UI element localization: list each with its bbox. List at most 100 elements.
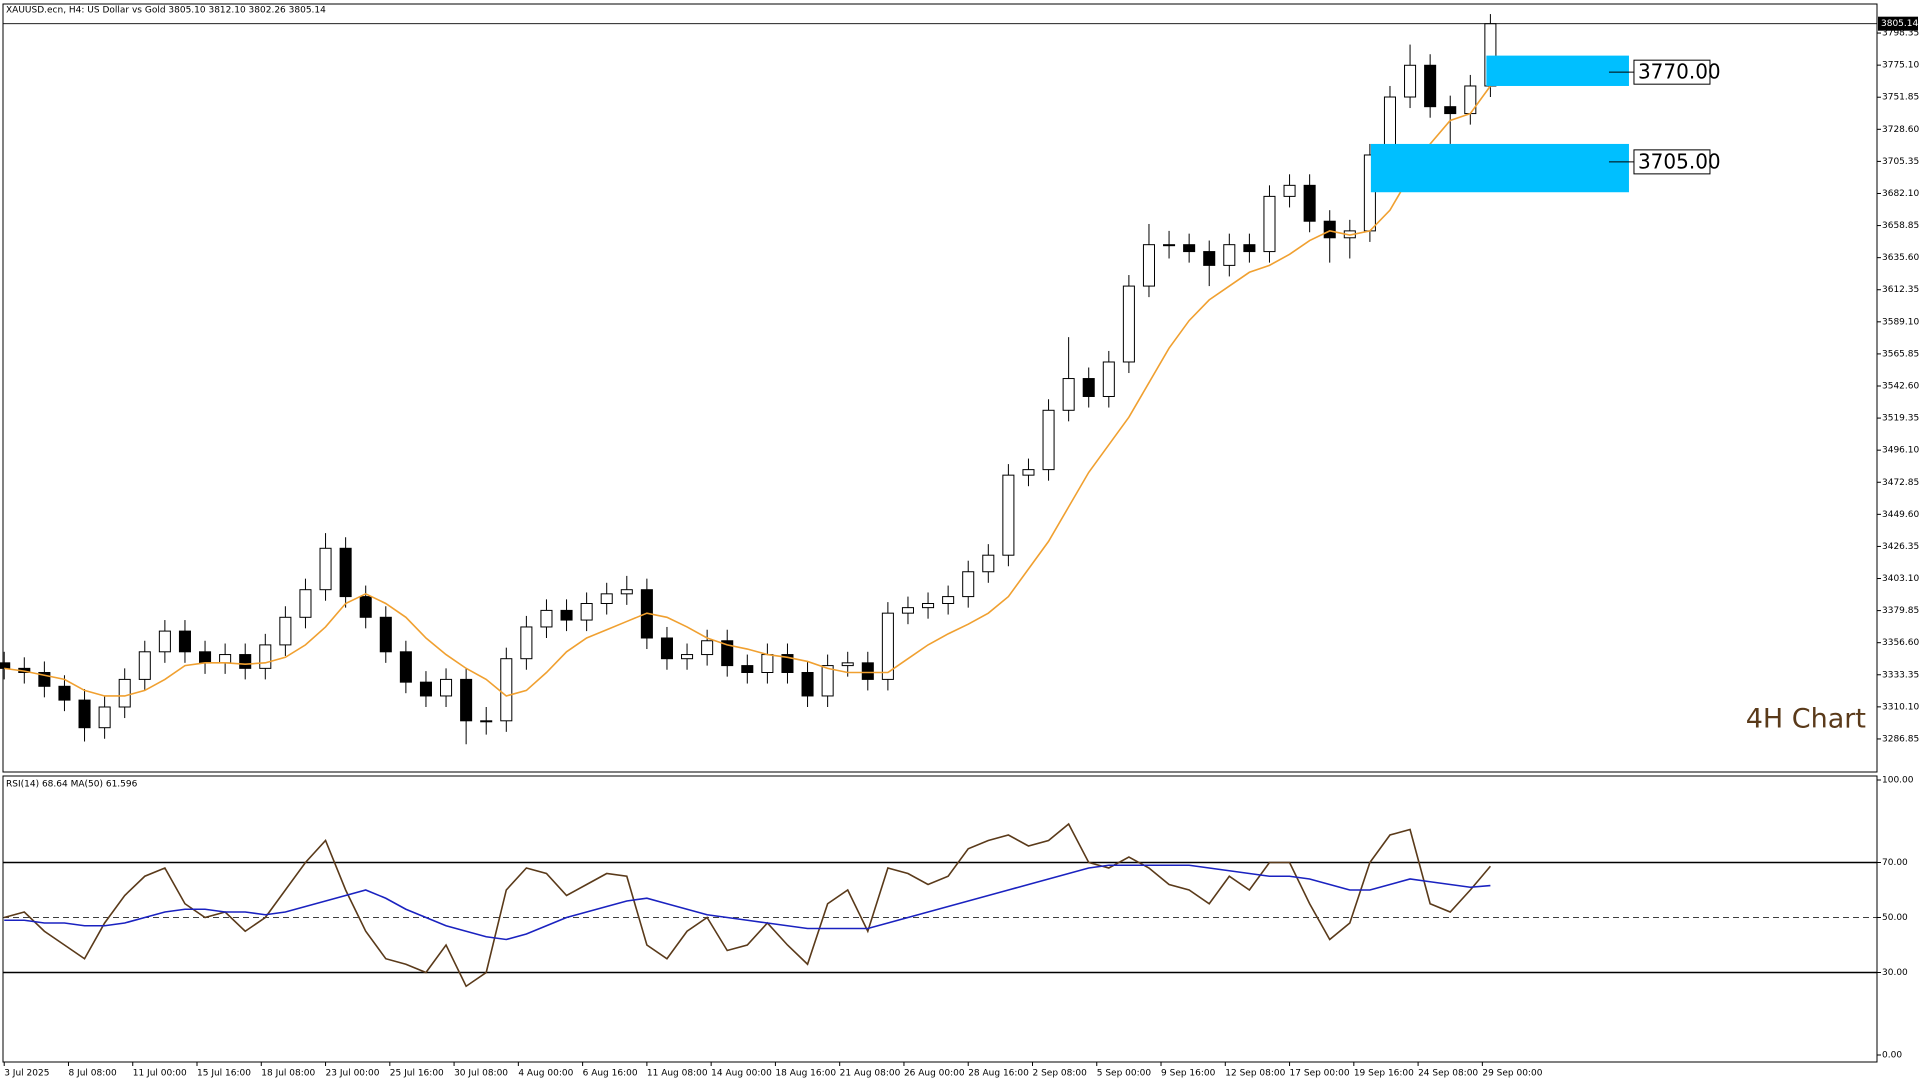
x-tick-label: 9 Sep 16:00 [1161,1069,1216,1079]
candle-body [1142,244,1155,287]
candle-body [1122,285,1135,363]
y-tick-label: 3798.35 [1882,29,1919,39]
y-tick-label: 3658.85 [1882,221,1919,231]
candle-body [1163,244,1176,247]
candle-body [1303,184,1316,222]
rsi-panel [2,775,1878,1063]
chart-title: XAUUSD.ecn, H4: US Dollar vs Gold 3805.1… [6,6,326,16]
x-tick-label: 18 Jul 08:00 [261,1069,315,1079]
candle-body [399,651,412,683]
zone-label-box [1633,59,1711,85]
x-tick-label: 8 Jul 08:00 [68,1069,117,1079]
candle-body [1283,184,1296,197]
x-tick-label: 15 Jul 16:00 [197,1069,251,1079]
candle-body [781,654,794,673]
candle-body [259,644,272,669]
candle-body [1323,220,1336,239]
y-tick-label: 30.00 [1882,968,1908,978]
candle-body [520,626,533,660]
x-tick-label: 14 Aug 00:00 [711,1069,772,1079]
candle-body [741,665,754,673]
y-tick-label: 50.00 [1882,913,1908,923]
y-tick-label: 3728.60 [1882,125,1919,135]
candle-body [1404,64,1417,98]
x-tick-label: 19 Sep 16:00 [1354,1069,1414,1079]
candle-body [480,720,493,723]
y-tick-label: 3565.85 [1882,349,1919,359]
candle-body [620,589,633,595]
candle-body [78,699,91,729]
x-tick-label: 5 Sep 00:00 [1097,1069,1152,1079]
zone [1486,55,1629,86]
last-price-label: 3805.14 [1881,19,1918,29]
rsi-title: RSI(14) 68.64 MA(50) 61.596 [6,780,138,790]
y-tick-label: 3449.60 [1882,510,1919,520]
last-price-box [1878,16,1918,31]
y-tick-label: 3519.35 [1882,414,1919,424]
candle-body [580,602,593,621]
candle-body [178,630,191,653]
x-tick-label: 24 Sep 08:00 [1418,1069,1478,1079]
y-tick-label: 3356.60 [1882,638,1919,648]
candle-body [841,662,854,667]
candle-body [801,671,814,697]
candle-body [922,602,935,609]
candle-body [118,678,131,708]
candle-body [721,640,734,667]
candle-body [1203,251,1216,266]
y-tick-label: 3472.85 [1882,478,1919,488]
candle-body [821,665,834,697]
y-tick-label: 100.00 [1882,775,1914,785]
candle-body [379,616,392,653]
candle-body [681,654,694,660]
candle-body [339,547,352,598]
x-tick-label: 28 Aug 16:00 [968,1069,1029,1079]
y-tick-label: 70.00 [1882,858,1908,868]
candle-body [1082,378,1095,397]
y-tick-label: 3333.35 [1882,670,1919,680]
moving-average [4,85,1492,697]
y-tick-label: 3496.10 [1882,446,1919,456]
x-tick-label: 12 Sep 08:00 [1225,1069,1285,1079]
y-tick-label: 3635.60 [1882,253,1919,263]
x-tick-label: 30 Jul 08:00 [454,1069,508,1079]
y-tick-label: 3403.10 [1882,574,1919,584]
x-tick-label: 2 Sep 08:00 [1032,1069,1087,1079]
price-panel [2,3,1878,773]
zone-label: 3770.00 [1638,60,1721,84]
candle-body [0,662,11,669]
candle-body [58,685,71,701]
candle-body [1223,244,1236,266]
candle-body [1002,474,1015,556]
candle-body [560,609,573,621]
candle-body [98,706,111,729]
y-tick-label: 0.00 [1882,1050,1902,1060]
candle-body [419,681,432,697]
candle-body [942,596,955,604]
y-tick-label: 3542.60 [1882,381,1919,391]
y-tick-label: 3589.10 [1882,317,1919,327]
candle-body [199,651,212,664]
candle-body [761,654,774,673]
candle-body [138,651,151,680]
candle-body [299,589,312,618]
rsi-line [3,822,1492,988]
candle-body [1263,195,1276,253]
candle-body [600,593,613,604]
candle-body [1444,106,1457,115]
candle-body [660,637,673,660]
x-tick-label: 6 Aug 16:00 [583,1069,638,1079]
x-tick-label: 23 Jul 00:00 [326,1069,380,1079]
zone [1370,143,1629,193]
candle-body [901,607,914,614]
chart-annotation: 4H Chart [1746,704,1866,735]
candle-body [861,662,874,680]
rsi-line [4,864,1491,941]
zone-label: 3705.00 [1638,149,1721,173]
candle-body [38,671,51,687]
candle-body [1102,361,1115,397]
y-tick-label: 3682.10 [1882,189,1919,199]
zone-label-box [1633,149,1711,175]
x-tick-label: 21 Aug 08:00 [840,1069,901,1079]
